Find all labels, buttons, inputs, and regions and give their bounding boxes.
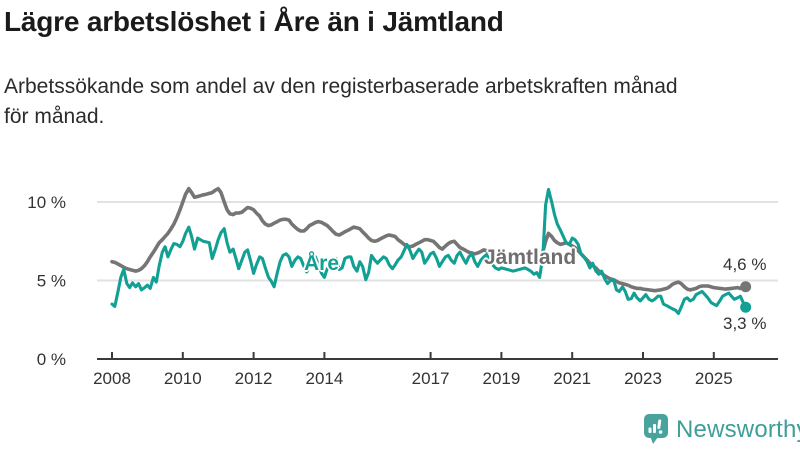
x-axis-tick-label: 2017	[412, 369, 450, 388]
page-title: Lägre arbetslöshet i Åre än i Jämtland	[4, 6, 504, 37]
end-value-are: 3,3 %	[723, 314, 767, 333]
series-label-jamtland: Jämtland	[484, 246, 577, 269]
end-value-jamtland: 4,6 %	[723, 255, 767, 274]
x-axis-tick-label: 2023	[624, 369, 662, 388]
x-axis-tick-label: 2012	[235, 369, 273, 388]
chart-subtitle: Arbetssökande som andel av den registerb…	[4, 72, 678, 132]
x-axis-tick-label: 2019	[482, 369, 520, 388]
y-axis-tick-label: 0 %	[37, 350, 66, 369]
x-axis-tick-label: 2025	[695, 369, 733, 388]
x-axis-tick-label: 2014	[305, 369, 343, 388]
y-axis-tick-label: 5 %	[37, 272, 66, 291]
x-axis-tick-label: 2021	[553, 369, 591, 388]
newsworthy-logo-text: Newsworthy	[676, 415, 800, 443]
chart-subtitle-line1: Arbetssökande som andel av den registerb…	[4, 75, 678, 98]
series-line-are	[110, 187, 748, 316]
y-axis-tick-label: 10 %	[27, 193, 66, 212]
end-dot-are	[740, 301, 752, 313]
series-line-jamtland	[110, 186, 748, 293]
end-dot-jamtland	[740, 281, 752, 293]
newsworthy-bar-chart-bubble-icon	[644, 414, 668, 444]
series-label-are: Åre	[304, 252, 340, 275]
newsworthy-logo: Newsworthy	[644, 414, 800, 445]
chart-subtitle-line2: för månad.	[4, 105, 105, 128]
x-axis-tick-label: 2010	[164, 369, 202, 388]
x-axis-tick-label: 2008	[93, 369, 131, 388]
